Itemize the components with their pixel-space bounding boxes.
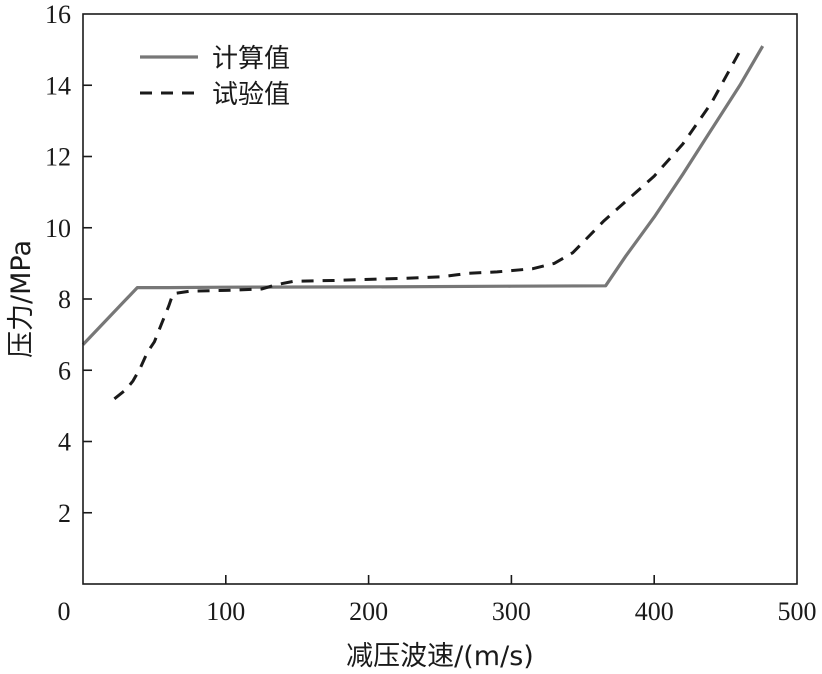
legend-label-2: 试验值 [212,80,290,110]
y-tick-label: 4 [58,428,71,457]
y-tick-label: 6 [58,356,71,385]
x-tick-label: 300 [492,597,531,626]
series-line-2 [113,45,745,400]
axes-layer: 0 100 200 300 400 500 2 4 6 8 10 12 14 16 [45,0,817,626]
series-layer [81,45,765,400]
y-tick-label: 12 [45,143,71,172]
plot-frame [82,13,798,585]
x-tick-label: 200 [349,597,388,626]
x-tick-label: 500 [778,597,817,626]
x-tick-label: 0 [58,597,71,626]
y-tick-label: 16 [45,0,71,29]
y-tick-label: 2 [58,499,71,528]
x-axis-label: 减压波速/(m/s) [346,641,534,672]
x-tick-label: 100 [206,597,245,626]
series-line-1 [81,45,765,346]
y-tick-label: 8 [58,285,71,314]
y-tick-label: 14 [45,71,71,100]
y-axis-label: 压力/MPa [6,240,37,358]
x-tick-label: 400 [635,597,674,626]
y-tick-label: 10 [45,214,71,243]
legend-label-1: 计算值 [212,44,290,74]
